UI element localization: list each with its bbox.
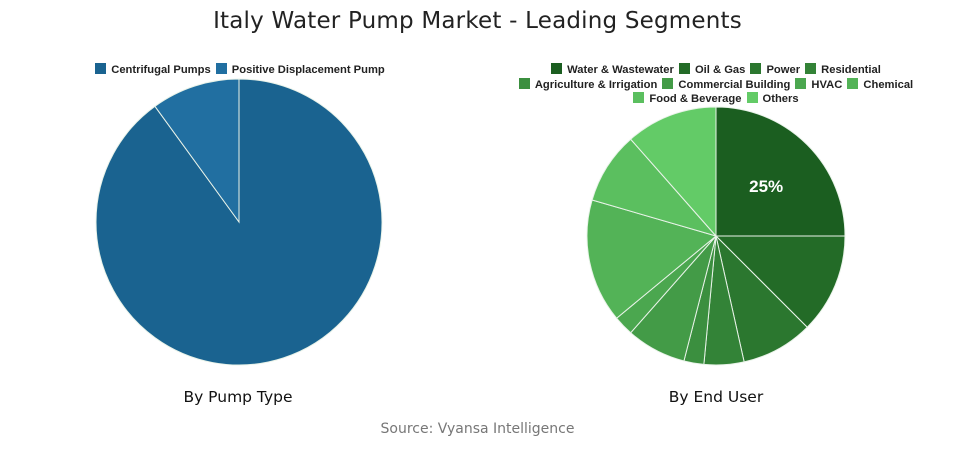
legend-item-commercial-building[interactable]: Commercial Building [662,77,791,93]
legend-label: Oil & Gas [694,64,746,76]
chart-title: Italy Water Pump Market - Leading Segmen… [213,8,742,34]
pie-chart-end-user: 25% [586,106,846,366]
source-note: Source: Vyansa Intelligence [380,421,575,437]
legend-item-centrifugal-pumps[interactable]: Centrifugal Pumps [95,63,211,78]
legend-label: HVAC [811,78,843,91]
legend-swatch [805,63,817,74]
legend-pump-type: Centrifugal Pumps Positive Displacement … [60,63,420,78]
pie-slice-others [629,106,717,238]
data-label: 25% [749,177,783,196]
legend-item-hvac[interactable]: HVAC [795,77,843,93]
legend-label: Chemical [863,78,914,91]
legend-swatch [551,63,563,74]
pie-slice-oil-and-gas [714,235,846,328]
legend-item-food-and-beverage[interactable]: Food & Beverage [633,92,741,107]
legend-item-oil-and-gas[interactable]: Oil & Gas [678,63,746,78]
legend-item-residential[interactable]: Residential [805,63,881,78]
legend-label: Food & Beverage [649,93,742,105]
legend-label: Commercial Building [678,78,791,91]
pie-slice-water-and-wastewater [715,106,846,237]
legend-label: Water & Wastewater [567,64,674,76]
legend-swatch [662,77,674,89]
legend-label: Agriculture & Irrigation [534,78,658,91]
legend-swatch [215,63,227,74]
pie-slice-chemical [586,199,718,319]
legend-swatch [633,92,645,103]
legend-end-user: Water & Wastewater Oil & Gas Power Resid… [505,63,927,107]
legend-label: Power [766,64,801,76]
pie-slice-positive-displacement-pump [154,78,240,224]
legend-label: Others [762,93,799,105]
legend-swatch [95,63,107,74]
legend-label: Residential [821,64,881,76]
legend-swatch [795,77,807,89]
legend-swatch [518,77,530,89]
legend-label: Positive Displacement Pump [231,64,385,76]
legend-swatch [678,63,690,74]
legend-label: Centrifugal Pumps [111,64,211,76]
pie-subtitle-end-user: By End User [668,388,764,406]
pie-subtitle-pump-type: By Pump Type [183,388,293,406]
legend-item-agriculture-and-irrigation[interactable]: Agriculture & Irrigation [518,77,658,93]
legend-swatch [847,77,859,89]
legend-item-water-and-wastewater[interactable]: Water & Wastewater [551,63,674,78]
pie-chart-pump-type [95,78,383,366]
legend-swatch [750,63,762,74]
legend-swatch [746,92,758,103]
legend-item-power[interactable]: Power [750,63,800,78]
legend-item-positive-displacement-pump[interactable]: Positive Displacement Pump [215,63,385,78]
legend-item-chemical[interactable]: Chemical [847,77,914,93]
legend-item-others[interactable]: Others [746,92,799,107]
